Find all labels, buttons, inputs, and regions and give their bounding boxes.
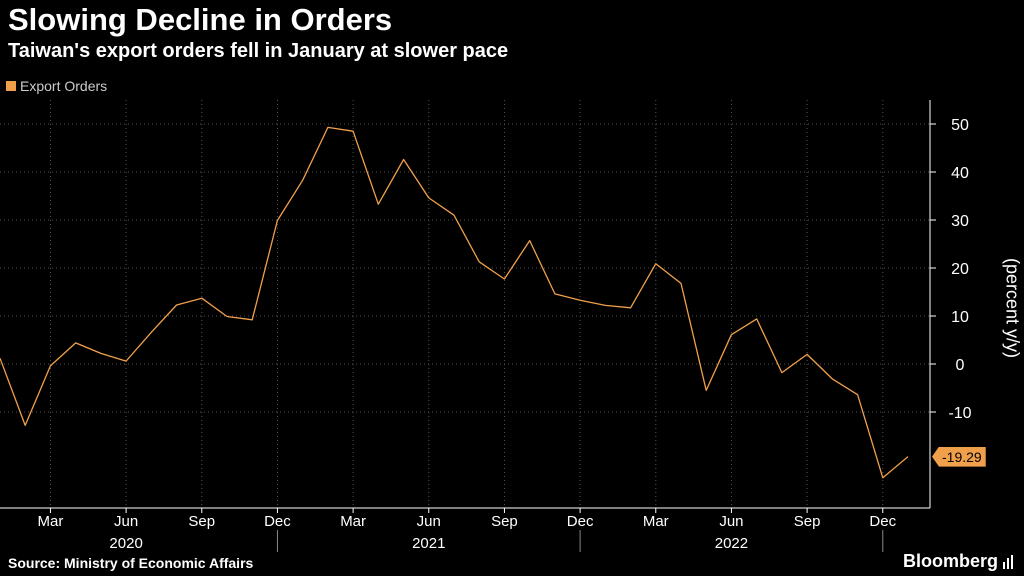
- x-tick-label: Jun: [114, 513, 138, 530]
- y-tick-label: 20: [951, 261, 969, 278]
- x-tick-label: Sep: [491, 513, 518, 530]
- x-tick-label: Sep: [188, 513, 215, 530]
- y-tick-label: -10: [948, 405, 971, 422]
- legend-swatch: [6, 81, 16, 91]
- legend-label: Export Orders: [20, 78, 108, 94]
- x-tick-label: Dec: [869, 513, 896, 530]
- bloomberg-terminal-icon: [1003, 555, 1013, 569]
- chart-title: Slowing Decline in Orders: [8, 2, 393, 37]
- x-tick-label: Jun: [719, 513, 743, 530]
- source-note: Source: Ministry of Economic Affairs: [8, 555, 254, 571]
- x-year-label: 2022: [715, 535, 748, 552]
- y-axis-label: (percent y/y): [1002, 257, 1023, 359]
- series-line-export-orders: [0, 126, 909, 479]
- x-tick-label: Mar: [38, 513, 64, 530]
- y-tick-label: 50: [951, 117, 969, 134]
- brand-logo: Bloomberg: [902, 551, 998, 571]
- y-tick-label: 0: [956, 357, 965, 374]
- x-tick-label: Dec: [567, 513, 594, 530]
- x-tick-label: Jun: [417, 513, 441, 530]
- legend: Export Orders: [6, 78, 107, 94]
- x-year-label: 2020: [109, 535, 142, 552]
- y-tick-label: 30: [951, 213, 969, 230]
- chart-subtitle: Taiwan's export orders fell in January a…: [8, 40, 509, 62]
- last-value-label: -19.29: [932, 446, 986, 467]
- x-tick-label: Mar: [340, 513, 366, 530]
- x-tick-label: Mar: [643, 513, 669, 530]
- y-tick-label: 10: [951, 309, 969, 326]
- y-tick-label: 40: [951, 165, 969, 182]
- x-year-label: 2021: [412, 535, 445, 552]
- x-tick-label: Sep: [794, 513, 821, 530]
- x-tick-label: Dec: [264, 513, 291, 530]
